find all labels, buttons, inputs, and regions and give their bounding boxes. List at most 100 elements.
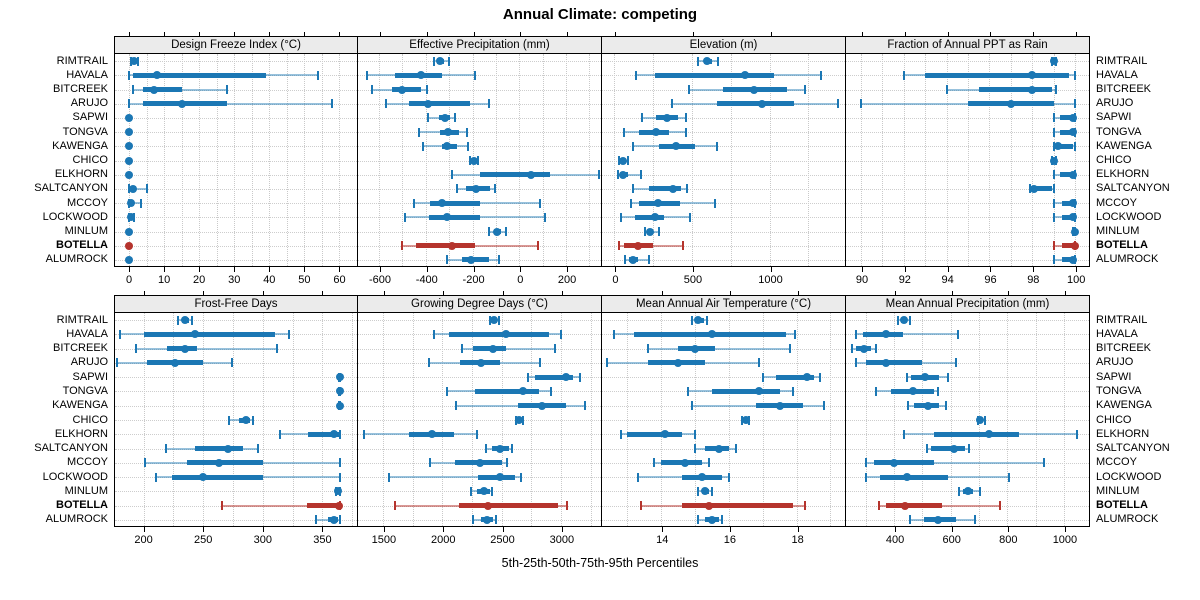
axis-tick-top — [895, 291, 897, 295]
gridline-horizontal — [602, 61, 845, 63]
iqr-line-25th-75th — [475, 388, 540, 394]
range-cap — [905, 372, 908, 382]
range-cap — [727, 472, 730, 482]
axis-tick-label: 16 — [723, 534, 737, 546]
gridline-horizontal — [602, 491, 845, 493]
range-cap — [647, 255, 650, 265]
gridline-horizontal — [846, 391, 1089, 393]
axis-tick — [339, 267, 341, 272]
median-dot — [128, 184, 137, 193]
iqr-line-25th-75th — [143, 331, 275, 337]
median-dot — [125, 170, 134, 179]
median-dot — [518, 387, 527, 396]
range-cap — [897, 315, 900, 325]
range-cap — [973, 515, 976, 525]
axis-tick-label: 10 — [157, 274, 171, 286]
range-cap — [646, 344, 649, 354]
median-dot — [181, 316, 190, 325]
axis-tick — [662, 527, 664, 532]
range-cap — [1052, 184, 1055, 194]
gridline-vertical — [796, 313, 798, 526]
gridline-vertical — [173, 313, 175, 526]
gridline-horizontal — [846, 132, 1089, 134]
gridline-vertical — [519, 54, 521, 266]
range-cap — [226, 85, 229, 94]
iqr-line-25th-75th — [429, 214, 480, 220]
iqr-line-25th-75th — [648, 186, 682, 192]
gridline-vertical — [146, 54, 148, 266]
iqr-line-25th-75th — [194, 446, 243, 452]
range-cap — [487, 227, 490, 236]
site-label-right-sapwi: SAPWI — [1096, 111, 1132, 124]
gridline-horizontal — [358, 146, 601, 148]
gridline-horizontal — [115, 434, 357, 436]
axis-tick-top — [380, 32, 382, 36]
gridline-horizontal — [358, 132, 601, 134]
gridline-horizontal — [846, 146, 1089, 148]
axis-tick-top — [615, 32, 617, 36]
gridline-horizontal — [846, 377, 1089, 379]
iqr-line-25th-75th — [1062, 257, 1076, 263]
median-dot — [502, 330, 511, 339]
median-dot — [750, 85, 759, 94]
gridline-horizontal — [602, 174, 845, 176]
range-cap — [432, 329, 435, 339]
median-dot — [741, 416, 750, 424]
gridline-vertical — [695, 313, 697, 526]
axis-tick-top — [322, 291, 324, 295]
axis-tick — [304, 267, 306, 272]
axis-tick-label: 400 — [885, 534, 905, 546]
range-cap — [448, 56, 451, 66]
median-dot — [908, 387, 917, 396]
range-cap — [339, 458, 342, 468]
range-cap — [465, 127, 468, 137]
gridline-horizontal — [846, 334, 1089, 336]
median-dot — [653, 199, 662, 208]
range-cap — [630, 198, 633, 208]
median-dot — [1069, 199, 1077, 208]
range-cap — [1052, 255, 1055, 265]
range-cap — [455, 401, 458, 411]
median-dot — [440, 113, 449, 122]
median-dot — [881, 358, 890, 367]
range-cap — [257, 444, 260, 454]
median-dot — [438, 199, 447, 208]
site-label-left-saltcanyon: SALTCANYON — [34, 442, 108, 455]
gridline-horizontal — [602, 519, 845, 521]
gridline-horizontal — [602, 245, 845, 247]
gridline-vertical — [304, 54, 306, 266]
median-dot — [484, 501, 493, 510]
median-dot — [1030, 184, 1039, 193]
range-cap — [417, 127, 420, 137]
axis-tick-top — [269, 32, 271, 36]
range-cap — [228, 415, 231, 425]
median-dot — [177, 99, 186, 108]
site-label-left-rimtrail: RIMTRAIL — [56, 313, 108, 326]
range-cap — [877, 501, 880, 511]
iqr-line-25th-75th — [885, 503, 943, 509]
range-cap — [526, 372, 529, 382]
gridline-horizontal — [846, 519, 1089, 521]
range-cap — [116, 358, 119, 368]
axis-tick-label: 100 — [1066, 274, 1086, 286]
median-dot — [467, 255, 476, 264]
median-dot — [125, 142, 134, 151]
median-dot — [469, 156, 478, 165]
axis-tick-top — [861, 32, 863, 36]
axis-tick — [234, 267, 236, 272]
axis-tick — [990, 267, 992, 272]
median-dot — [652, 128, 661, 137]
median-dot — [427, 430, 436, 439]
median-dot — [708, 515, 716, 524]
axis-tick-top — [304, 32, 306, 36]
gridline-horizontal — [115, 146, 357, 148]
iqr-line-25th-75th — [1060, 115, 1076, 121]
axis-tick-top — [1076, 32, 1078, 36]
range-cap — [955, 358, 958, 368]
range-cap — [317, 70, 320, 80]
axis-tick-top — [199, 32, 201, 36]
axis-tick-label: 60 — [333, 274, 346, 286]
gridline-vertical — [730, 54, 732, 266]
gridline-horizontal — [358, 61, 601, 63]
range-cap — [1052, 241, 1055, 251]
